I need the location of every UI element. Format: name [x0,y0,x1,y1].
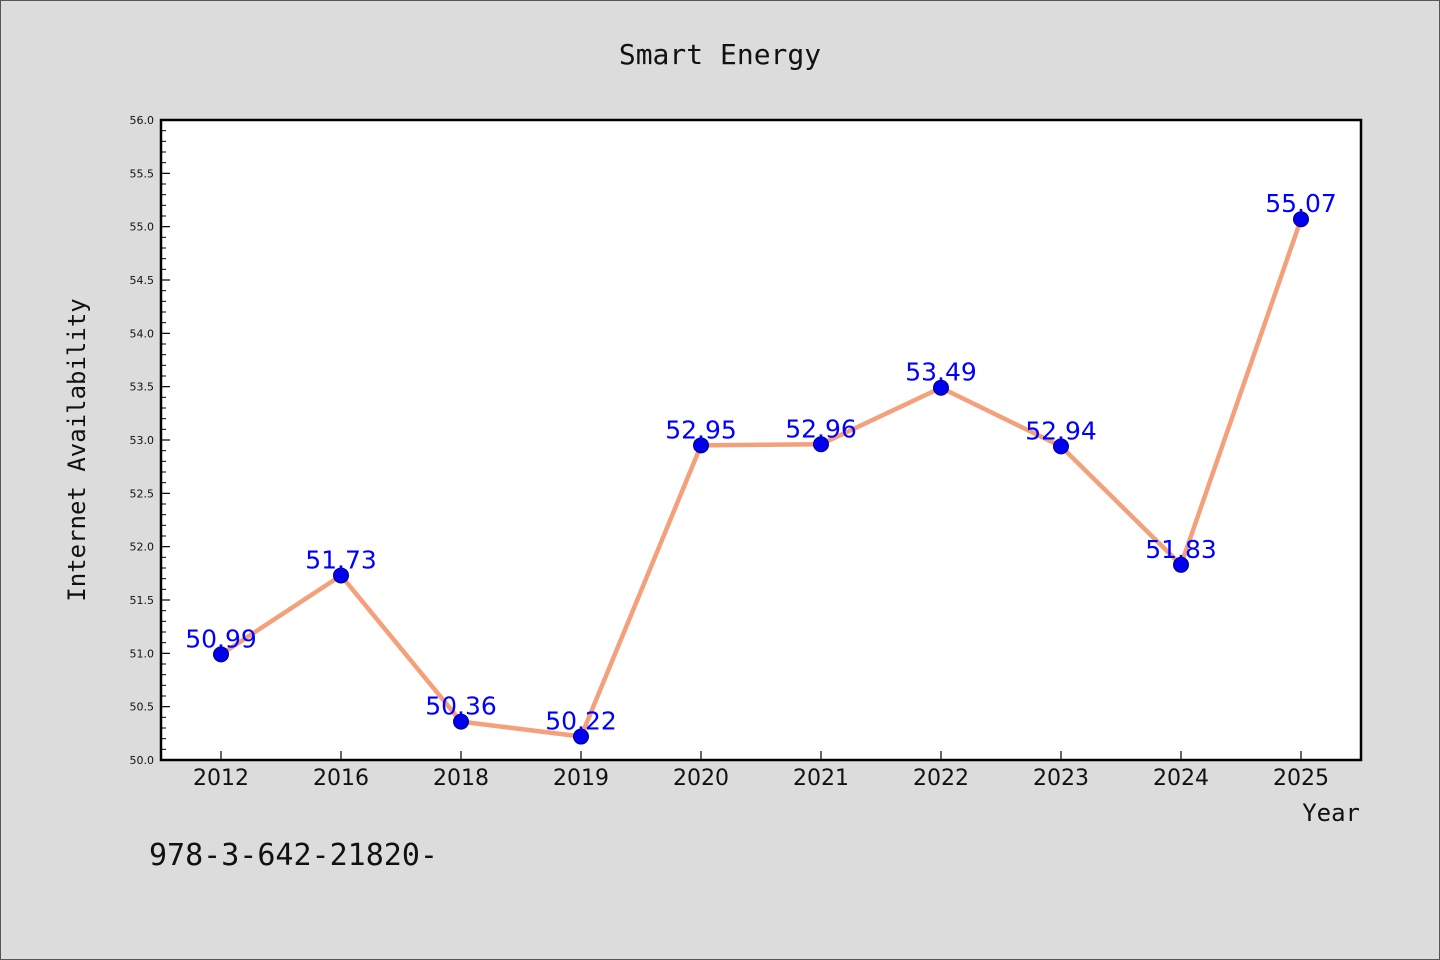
data-point [693,437,709,454]
data-label: 50.22 [545,707,617,736]
y-axis-label: Internet Availability [63,298,91,601]
series-line [219,218,1304,739]
data-label: 50.36 [425,692,497,721]
x-tick-label: 2021 [793,766,849,791]
x-tick-label: 2019 [553,766,609,791]
data-point [573,728,589,745]
data-label: 51.83 [1145,535,1217,564]
data-label: 52.95 [665,415,737,444]
x-tick-label: 2012 [193,766,249,791]
footer-note: 978-3-642-21820- [149,838,438,873]
data-markers [213,211,1309,745]
data-label: 52.96 [785,414,857,443]
y-tick-label: 56.0 [130,114,155,127]
data-point [813,436,829,453]
y-tick-label: 50.0 [130,754,155,767]
y-tick-label: 53.5 [130,381,155,394]
y-axis: 50.0 50.5 51.0 51.5 52.0 52.5 53.0 53.5 54.0 54.5… [130,114,170,767]
y-tick-label: 55.5 [130,167,155,180]
x-tick-label: 2023 [1033,766,1089,791]
data-point [453,713,469,730]
y-tick-label: 54.5 [130,274,155,287]
data-point [1173,556,1189,573]
x-axis-label: Year [1302,799,1360,827]
data-label: 53.49 [905,358,977,387]
data-point [1293,211,1309,228]
x-tick-label: 2016 [313,766,369,791]
y-tick-label: 50.5 [130,701,155,714]
data-label: 52.94 [1025,416,1097,445]
y-tick-label: 55.0 [130,221,155,234]
y-tick-label: 53.0 [130,434,155,447]
data-point [933,379,949,396]
data-label: 50.99 [185,624,257,653]
y-tick-label: 51.5 [130,594,155,607]
y-tick-label: 54.0 [130,327,155,340]
y-tick-label: 51.0 [130,647,155,660]
x-tick-label: 2024 [1153,766,1209,791]
y-tick-label: 52.0 [130,541,155,554]
chart-title: Smart Energy [619,38,821,71]
data-point [333,567,349,584]
x-axis: 2012 2016 2018 2019 2020 2021 2022 2023 2024 2025 [193,751,1329,791]
data-labels: 50.99 51.73 50.36 50.22 52.95 52.96 53.49 52.94… [185,189,1337,735]
data-point [213,646,229,663]
data-label: 55.07 [1265,189,1337,218]
x-tick-label: 2020 [673,766,729,791]
x-tick-label: 2025 [1273,766,1329,791]
plot-area [159,118,1363,762]
x-tick-label: 2022 [913,766,969,791]
data-point [1053,438,1069,455]
x-tick-label: 2018 [433,766,489,791]
data-label: 51.73 [305,545,377,574]
y-tick-label: 52.5 [130,487,155,500]
